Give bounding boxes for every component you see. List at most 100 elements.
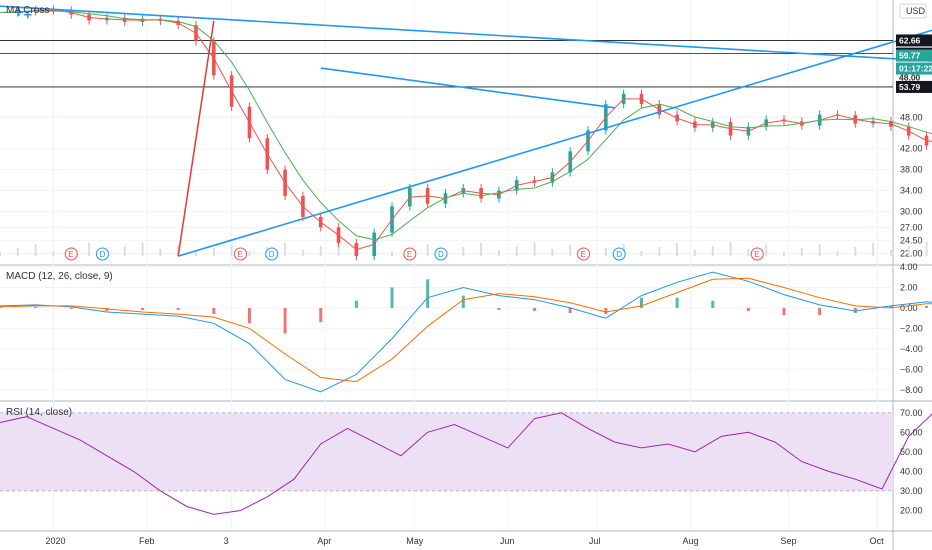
volume-bar [765, 245, 768, 256]
macd-histogram-bar [675, 297, 679, 308]
macd-tick-label: −4.00 [900, 344, 923, 354]
event-marker-label: E [581, 250, 586, 259]
volume-bar [462, 247, 465, 256]
volume-bar [818, 244, 821, 256]
volume-bar [391, 252, 394, 256]
currency-badge-box [899, 3, 927, 19]
volume-bar [907, 246, 910, 256]
volume-bar [16, 248, 19, 256]
dividend-marker[interactable]: D [434, 247, 448, 261]
price-tag-label: 53.79 [899, 82, 921, 92]
macd-histogram-bar [925, 305, 929, 308]
event-marker-label: E [754, 250, 759, 259]
event-marker-label: E [238, 250, 243, 259]
macd-histogram-bar [782, 307, 786, 316]
dividend-marker[interactable]: D [612, 247, 626, 261]
macd-histogram-bar [497, 307, 501, 310]
price-tag-label: 01:17:22 [899, 64, 932, 74]
x-tick-label: Oct [870, 536, 885, 546]
macd-signal-line [0, 277, 932, 383]
ma-fast-line [0, 9, 932, 251]
volume-bar [248, 251, 251, 256]
event-marker-label: D [269, 250, 275, 259]
price-tag-box [896, 80, 932, 93]
macd-histogram-bar [604, 307, 608, 315]
red-trendline [177, 20, 215, 257]
macd-histogram-bar [354, 300, 358, 308]
volume-bar [854, 247, 857, 256]
earnings-marker[interactable]: E [403, 247, 417, 261]
rsi-tick-label: 20.00 [900, 505, 923, 515]
event-marker-circle [403, 247, 417, 261]
volume-bar [123, 246, 126, 256]
volume-bar [693, 250, 696, 256]
macd-histogram-bar [283, 307, 287, 334]
earnings-marker[interactable]: E [577, 247, 591, 261]
macd-histogram-bar [711, 300, 715, 308]
rsi-line [0, 412, 932, 515]
price-tick-label: 48.00 [900, 112, 923, 122]
event-marker-label: D [438, 250, 444, 259]
volume-bar [0, 252, 1, 256]
rsi-tick-label: 50.00 [900, 447, 923, 457]
rsi-tick-label: 30.00 [900, 486, 923, 496]
volume-bar [800, 248, 803, 256]
currency-badge: USD [899, 3, 927, 19]
main-pane-title: MA Cross [6, 5, 49, 16]
macd-histogram-bar [426, 279, 430, 308]
trendline [177, 29, 932, 257]
price-tag: 48.00 [899, 72, 921, 82]
event-marker-circle [577, 247, 591, 261]
macd-pane-title: MACD (12, 26, close, 9) [6, 271, 113, 282]
event-marker-label: D [616, 250, 622, 259]
price-tag-label: 48.00 [899, 72, 921, 82]
event-marker-label: E [407, 250, 412, 259]
macd-histogram-bar [390, 287, 394, 308]
event-marker-circle [750, 247, 764, 261]
macd-tick-label: −2.00 [900, 323, 923, 333]
macd-histogram-bar [746, 307, 750, 311]
earnings-marker[interactable]: E [64, 247, 78, 261]
volume-bar [604, 248, 607, 256]
rsi-band [0, 412, 893, 491]
event-marker-circle [265, 247, 279, 261]
volume-bar [658, 247, 661, 256]
dividend-marker[interactable]: D [265, 247, 279, 261]
event-marker-circle [434, 247, 448, 261]
earnings-marker[interactable]: E [750, 247, 764, 261]
price-tick-label: 22.00 [900, 249, 923, 259]
macd-histogram-bar [212, 307, 216, 315]
earnings-marker[interactable]: E [234, 247, 248, 261]
volume-bar [141, 242, 144, 256]
price-tick-label: 30.00 [900, 207, 923, 217]
rsi-pane-title: RSI (14, close) [6, 407, 72, 418]
price-tag: 53.79 [896, 80, 932, 93]
volume-bar [34, 244, 37, 256]
macd-histogram-bar [69, 307, 73, 309]
x-tick-label: May [406, 536, 424, 546]
dividend-marker[interactable]: D [95, 247, 109, 261]
price-tag-box [896, 62, 932, 75]
volume-bar [569, 245, 572, 256]
event-marker-circle [95, 247, 109, 261]
x-tick-label: 2020 [45, 536, 65, 546]
volume-bar [872, 243, 875, 256]
macd-tick-label: 4.00 [900, 262, 918, 272]
currency-label: USD [906, 6, 926, 16]
volume-bar [515, 246, 518, 256]
event-marker-label: E [68, 250, 73, 259]
price-tag: 01:17:22 [896, 62, 932, 75]
price-tag-label: 59.77 [899, 51, 921, 61]
volume-bar [676, 243, 679, 256]
volume-bar [284, 243, 287, 256]
volume-bar [551, 249, 554, 256]
x-tick-label: Jun [500, 536, 515, 546]
rsi-tick-label: 60.00 [900, 427, 923, 437]
volume-bar [836, 251, 839, 256]
price-tick-label: 34.00 [900, 186, 923, 196]
macd-histogram-bar [141, 307, 145, 310]
event-marker-label: D [99, 250, 105, 259]
volume-bar [230, 244, 233, 256]
